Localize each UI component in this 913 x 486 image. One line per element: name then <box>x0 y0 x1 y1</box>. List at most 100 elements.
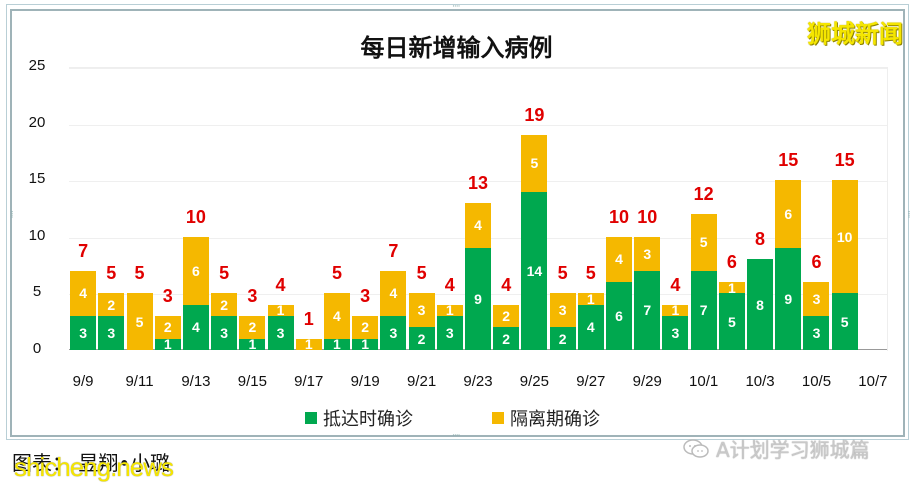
total-label: 5 <box>219 263 230 284</box>
bar-9-17[interactable]: 1 <box>295 338 322 350</box>
gridline <box>69 68 887 69</box>
x-tick-label: 10/3 <box>745 373 775 390</box>
segment-quarantine: 2 <box>493 304 520 328</box>
segment-arrival: 3 <box>211 316 238 350</box>
segment-arrival: 5 <box>718 293 745 350</box>
segment-arrival: 1 <box>154 338 181 350</box>
segment-quarantine: 4 <box>70 270 97 317</box>
total-label: 3 <box>360 286 371 307</box>
x-tick-label: 9/15 <box>237 373 267 390</box>
segment-quarantine: 4 <box>465 202 491 249</box>
x-tick-label: 9/13 <box>181 373 211 390</box>
bar-10-3[interactable]: 8 <box>747 259 774 350</box>
segment-arrival: 7 <box>634 270 661 350</box>
x-tick-label: 10/5 <box>801 373 832 390</box>
x-tick-label: 9/9 <box>72 373 94 390</box>
segment-quarantine: 5 <box>521 134 548 192</box>
segment-arrival: 2 <box>408 327 435 350</box>
total-label: 7 <box>388 240 399 261</box>
total-label: 6 <box>726 252 737 273</box>
legend-label: 抵达时确诊 <box>323 409 413 430</box>
bar-9-11[interactable]: 5 <box>126 293 153 350</box>
segment-quarantine: 6 <box>775 180 802 249</box>
chart-title: 每日新增输入病例 <box>360 34 553 62</box>
gridline <box>69 124 887 126</box>
segment-arrival: 1 <box>352 338 379 350</box>
total-label: 4 <box>275 274 286 295</box>
segment-quarantine: 6 <box>182 236 209 305</box>
resize-handle-right[interactable]: ···· <box>903 210 913 218</box>
y-tick-label: 10 <box>28 226 46 244</box>
segment-arrival: 7 <box>690 270 717 350</box>
segment-quarantine: 2 <box>154 316 181 339</box>
resize-handle-bottom[interactable]: ···· <box>452 431 461 441</box>
bar-9-25[interactable]: 5 14 <box>521 134 548 350</box>
segment-arrival: 1 <box>239 338 266 350</box>
segment-quarantine: 4 <box>323 293 350 339</box>
total-label: 7 <box>78 240 89 261</box>
segment-arrival: 3 <box>70 316 97 350</box>
chart-frame[interactable] <box>10 9 905 437</box>
resize-handle-left[interactable]: ···· <box>6 210 16 218</box>
y-tick-label: 0 <box>32 340 42 357</box>
gridline <box>69 181 887 183</box>
segment-quarantine: 10 <box>831 180 858 294</box>
y-tick-label: 25 <box>28 57 46 74</box>
segment-arrival: 4 <box>182 304 209 350</box>
legend-swatch-green-icon <box>305 412 317 424</box>
total-label: 5 <box>331 263 342 284</box>
segment-quarantine: 2 <box>352 316 379 339</box>
total-label: 4 <box>501 274 512 295</box>
segment-arrival: 3 <box>267 316 294 350</box>
chart-outer-frame <box>6 4 909 440</box>
segment-quarantine: 1 <box>577 293 604 305</box>
segment-arrival: 8 <box>747 259 774 350</box>
legend-swatch-yellow-icon <box>492 412 504 424</box>
segment-quarantine: 1 <box>267 304 294 317</box>
bar-10-6[interactable]: 10 5 <box>831 180 858 350</box>
total-label: 15 <box>834 150 855 171</box>
y-tick-label: 15 <box>28 170 46 188</box>
total-label: 10 <box>185 206 206 227</box>
resize-handle-top[interactable]: ···· <box>452 2 461 12</box>
segment-arrival: 6 <box>606 282 633 350</box>
segment-arrival: 9 <box>465 248 491 350</box>
legend-label: 隔离期确诊 <box>510 409 600 430</box>
total-label: 15 <box>778 150 799 171</box>
total-label: 8 <box>755 229 766 250</box>
total-label: 5 <box>585 263 596 284</box>
segment-arrival: 4 <box>577 304 604 350</box>
total-label: 1 <box>303 308 314 329</box>
segment-quarantine: 3 <box>408 293 435 328</box>
total-label: 6 <box>811 252 822 273</box>
y-tick-label: 5 <box>32 283 42 301</box>
total-label: 5 <box>416 263 427 284</box>
chart-caption: 图表： 昱翔•小璐 <box>12 451 171 475</box>
total-label: 12 <box>693 184 714 205</box>
x-tick-label: 9/17 <box>294 373 324 390</box>
total-label: 4 <box>670 274 681 295</box>
